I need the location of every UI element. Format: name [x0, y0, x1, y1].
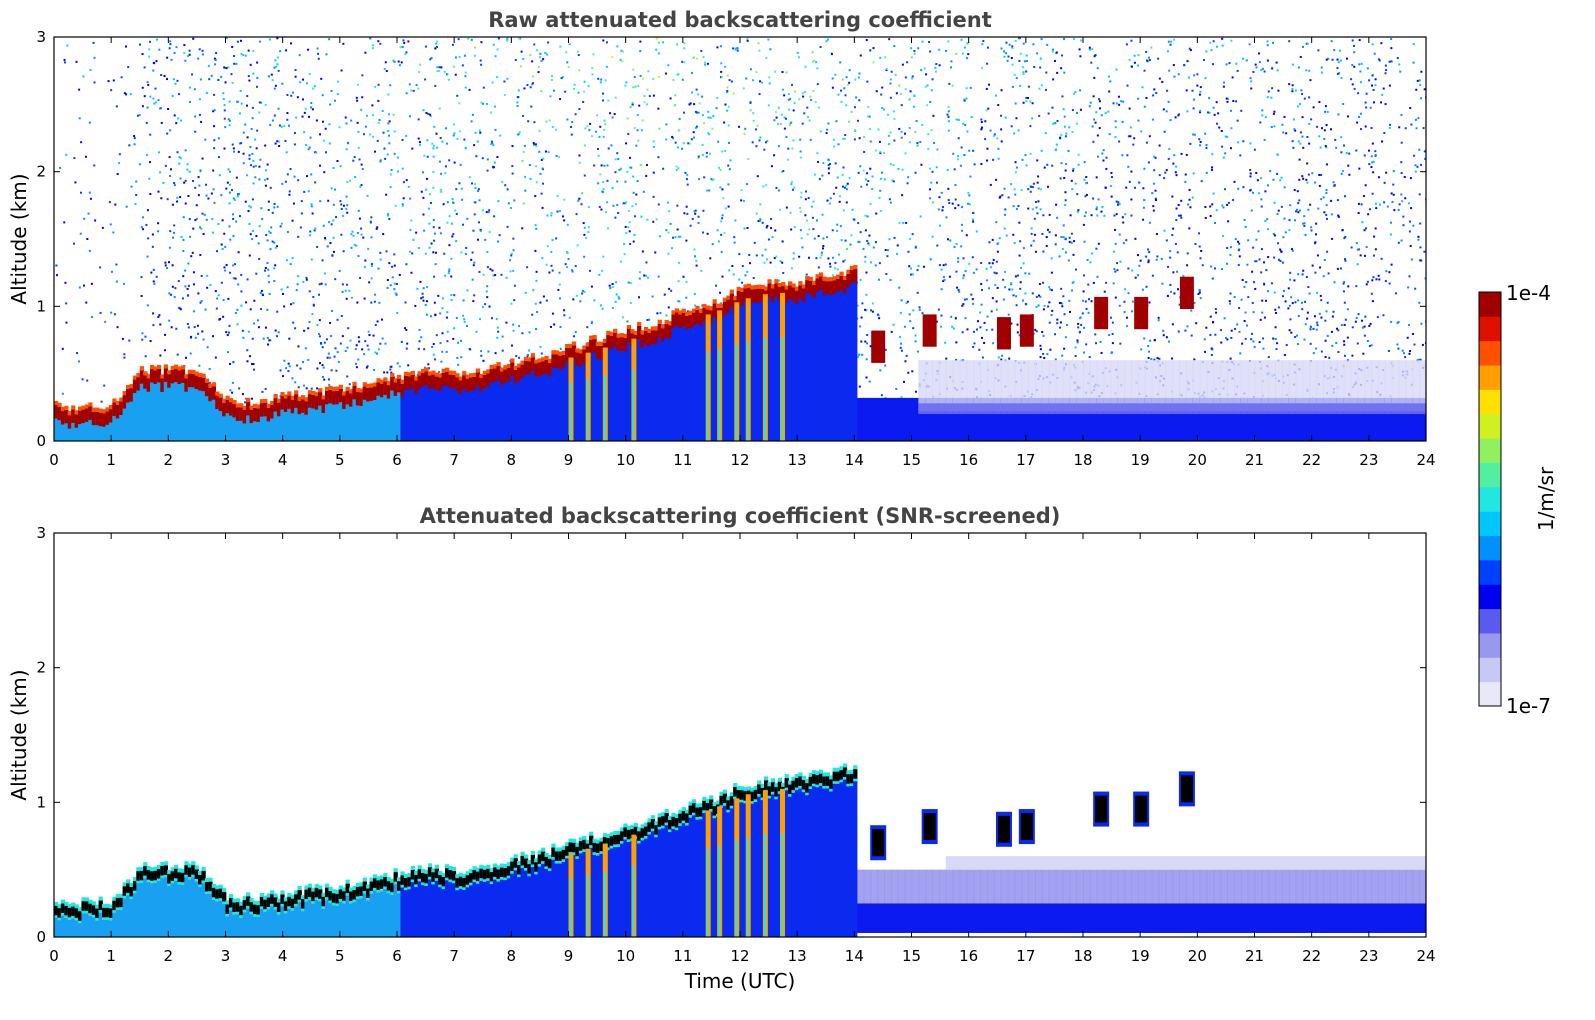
- x-tick-label: 22: [1302, 451, 1321, 469]
- colorbar-segment: [1479, 511, 1501, 537]
- y-tick-label: 1: [36, 297, 46, 315]
- x-tick-label: 11: [673, 451, 692, 469]
- panel-raw-title: Raw attenuated backscattering coefficien…: [488, 8, 992, 32]
- x-tick-label: 12: [730, 451, 749, 469]
- colorbar-segment: [1479, 486, 1501, 512]
- x-tick-label: 16: [959, 451, 978, 469]
- y-tick-label: 0: [36, 928, 46, 946]
- colorbar-max-label: 1e-4: [1506, 281, 1551, 305]
- panel-screened: Attenuated backscattering coefficient (S…: [7, 504, 1436, 993]
- y-tick-label: 2: [36, 659, 46, 677]
- x-tick-label: 16: [959, 947, 978, 965]
- colorbar-gradient: [1479, 292, 1501, 707]
- colorbar-segment: [1479, 632, 1501, 658]
- x-tick-label: 20: [1188, 947, 1207, 965]
- panel-screened-title: Attenuated backscattering coefficient (S…: [420, 504, 1061, 528]
- x-tick-label: 24: [1416, 947, 1435, 965]
- panel-raw-y-label: Altitude (km): [7, 173, 31, 304]
- x-tick-label: 1: [106, 947, 116, 965]
- x-tick-label: 7: [449, 451, 459, 469]
- panel-screened-y-label: Altitude (km): [7, 669, 31, 800]
- x-tick-label: 10: [616, 451, 635, 469]
- x-tick-label: 8: [507, 451, 517, 469]
- x-tick-label: 3: [221, 947, 231, 965]
- x-tick-label: 21: [1245, 451, 1264, 469]
- panel-raw-heatmap: [54, 37, 1426, 441]
- y-tick-label: 1: [36, 793, 46, 811]
- colorbar-unit-label: 1/m/sr: [1534, 466, 1558, 531]
- x-axis-label: Time (UTC): [684, 969, 796, 993]
- x-tick-label: 13: [788, 451, 807, 469]
- x-tick-label: 19: [1131, 451, 1150, 469]
- x-tick-label: 3: [221, 451, 231, 469]
- colorbar: 1e-4 1e-7 1/m/sr: [1478, 281, 1558, 718]
- x-tick-label: 6: [392, 451, 402, 469]
- panel-raw-y-ticks: 0 1 2 3: [36, 28, 1426, 450]
- colorbar-segment: [1479, 535, 1501, 561]
- x-tick-label: 15: [902, 947, 921, 965]
- colorbar-segment: [1479, 340, 1501, 366]
- colorbar-segment: [1479, 389, 1501, 415]
- colorbar-segment: [1479, 657, 1501, 683]
- x-tick-label: 8: [507, 947, 517, 965]
- x-tick-label: 18: [1073, 451, 1092, 469]
- x-tick-label: 19: [1131, 947, 1150, 965]
- x-tick-label: 14: [845, 947, 864, 965]
- panel-screened-y-ticks: 0 1 2 3: [36, 524, 1426, 946]
- panel-raw-x-ticks: 0 1 2 3 4 5 6 7 8 9 10 11 12 13 14 15 16 17 18 19 20 21 22 23 24: [49, 37, 1436, 469]
- x-tick-label: 23: [1359, 947, 1378, 965]
- colorbar-segment: [1479, 438, 1501, 463]
- x-tick-label: 1: [106, 451, 116, 469]
- x-tick-label: 17: [1016, 451, 1035, 469]
- y-tick-label: 2: [36, 163, 46, 181]
- x-tick-label: 6: [392, 947, 402, 965]
- x-tick-label: 9: [564, 947, 574, 965]
- x-tick-label: 24: [1416, 451, 1435, 469]
- colorbar-min-label: 1e-7: [1506, 694, 1551, 718]
- x-tick-label: 10: [616, 947, 635, 965]
- panel-screened-x-ticks: 0 1 2 3 4 5 6 7 8 9 10 11 12 13 14 15 16 17 18 19 20 21 22 23 24: [49, 533, 1436, 965]
- colorbar-segment: [1479, 316, 1501, 342]
- panel-raw: Raw attenuated backscattering coefficien…: [7, 8, 1436, 469]
- x-tick-label: 0: [49, 947, 59, 965]
- colorbar-segment: [1479, 365, 1501, 390]
- x-tick-label: 5: [335, 451, 345, 469]
- x-tick-label: 7: [449, 947, 459, 965]
- colorbar-segment: [1479, 608, 1501, 634]
- x-tick-label: 9: [564, 451, 574, 469]
- x-tick-label: 13: [788, 947, 807, 965]
- colorbar-segment: [1479, 462, 1501, 488]
- x-tick-label: 18: [1073, 947, 1092, 965]
- colorbar-segment: [1479, 559, 1501, 585]
- colorbar-segment: [1479, 292, 1501, 317]
- x-tick-label: 12: [730, 947, 749, 965]
- x-tick-label: 20: [1188, 451, 1207, 469]
- x-tick-label: 4: [278, 451, 288, 469]
- x-tick-label: 22: [1302, 947, 1321, 965]
- colorbar-segment: [1479, 584, 1501, 610]
- x-tick-label: 0: [49, 451, 59, 469]
- x-tick-label: 2: [164, 451, 174, 469]
- colorbar-segment: [1479, 681, 1501, 707]
- colorbar-frame: [1478, 291, 1502, 707]
- y-tick-label: 3: [36, 524, 46, 542]
- x-tick-label: 15: [902, 451, 921, 469]
- x-tick-label: 2: [164, 947, 174, 965]
- y-tick-label: 0: [36, 432, 46, 450]
- x-tick-label: 5: [335, 947, 345, 965]
- x-tick-label: 21: [1245, 947, 1264, 965]
- panel-screened-heatmap: [54, 763, 1426, 937]
- x-tick-label: 23: [1359, 451, 1378, 469]
- x-tick-label: 11: [673, 947, 692, 965]
- x-tick-label: 17: [1016, 947, 1035, 965]
- x-tick-label: 4: [278, 947, 288, 965]
- colorbar-segment: [1479, 413, 1501, 439]
- y-tick-label: 3: [36, 28, 46, 46]
- x-tick-label: 14: [845, 451, 864, 469]
